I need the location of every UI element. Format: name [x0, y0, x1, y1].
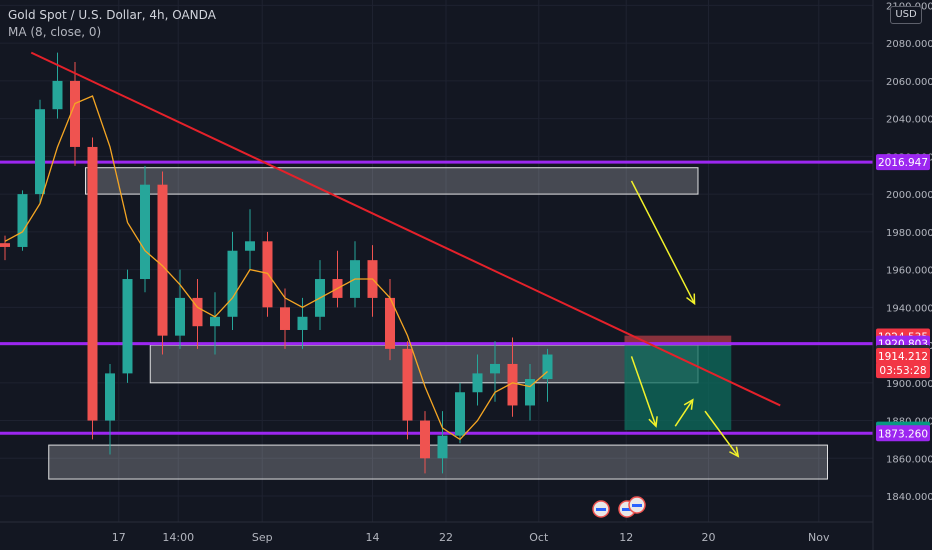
price-label: 03:53:28 [879, 365, 926, 377]
y-tick-label: 1980.000 [886, 228, 932, 239]
event-icons [592, 496, 646, 518]
candle-body [210, 316, 220, 327]
price-label: 1914.212 [878, 351, 928, 363]
candles [0, 52, 553, 474]
candle-body [192, 297, 203, 327]
flag-stripe [596, 508, 606, 511]
candle-body [420, 420, 430, 459]
price-label: 2016.947 [878, 157, 928, 169]
y-axis: 1840.0001860.0001880.0001900.0001920.000… [872, 0, 932, 550]
horizontal-levels [0, 160, 873, 435]
stop-zone [624, 335, 732, 346]
arrow-head [729, 446, 740, 458]
y-tick-label: 1840.000 [886, 492, 932, 503]
ma-line [4, 95, 548, 441]
currency-badge[interactable]: USD [890, 6, 922, 24]
candle-body [0, 243, 10, 247]
candle-body [507, 363, 518, 406]
candle-body [437, 435, 448, 459]
x-tick-label: Oct [529, 531, 549, 544]
y-tick-label: 2000.000 [886, 190, 932, 201]
trendline [30, 51, 781, 407]
price-label-box [876, 362, 930, 379]
chart-title: Gold Spot / U.S. Dollar, 4h, OANDA [8, 8, 216, 22]
price-zone [85, 167, 699, 195]
price-zone [149, 344, 699, 384]
arrow-line [674, 399, 694, 427]
arrows [630, 180, 740, 458]
x-tick-label: 14 [366, 531, 380, 544]
x-tick-label: 17 [112, 531, 126, 544]
y-tick-label: 1900.000 [886, 379, 932, 390]
price-zones [48, 167, 828, 480]
candle-body [490, 363, 500, 374]
candle-body [385, 297, 395, 349]
candle-body [87, 146, 98, 421]
arrow-line [704, 410, 739, 457]
price-label-box [876, 425, 930, 442]
price-label-box [876, 348, 930, 365]
x-tick-label: 14:00 [162, 531, 194, 544]
y-tick-label: 1960.000 [886, 266, 932, 277]
trendline [30, 51, 781, 407]
candle-body [105, 373, 115, 421]
candle-body [542, 354, 553, 380]
candle-body [525, 379, 535, 406]
candle-body [70, 80, 80, 147]
price-label: 1873.260 [878, 428, 928, 440]
x-tick-label: Sep [252, 531, 273, 544]
x-tick-label: 12 [619, 531, 633, 544]
y-tick-label: 2040.000 [886, 115, 932, 126]
arrow-line [630, 180, 696, 304]
x-tick-label: 20 [702, 531, 716, 544]
y-tick-label: 1940.000 [886, 303, 932, 314]
price-label-box [876, 154, 930, 171]
arrow-line [630, 356, 657, 427]
candle-body [472, 373, 483, 393]
candle-body [455, 392, 465, 436]
flag-stripe [632, 504, 642, 507]
x-tick-label: 22 [439, 531, 453, 544]
moving-average [4, 95, 548, 441]
candle-body [157, 184, 168, 336]
arrow-head [686, 293, 696, 306]
candle-body [227, 250, 238, 317]
candle-body [280, 307, 290, 330]
y-tick-label: 2080.000 [886, 39, 932, 50]
indicator-label: MA (8, close, 0) [8, 25, 102, 39]
price-labels: 2016.9471924.5351920.8031915.8301914.212… [876, 154, 930, 442]
arrow-head [683, 398, 694, 410]
candle-body [245, 241, 255, 251]
x-tick-label: Nov [808, 531, 830, 544]
arrow-head [648, 416, 658, 428]
y-tick-label: 1860.000 [886, 454, 932, 465]
candle-body [122, 279, 133, 374]
grid [0, 0, 873, 522]
x-axis: 17 14:00 Sep 14 22 Oct 12 20 Nov [0, 521, 873, 544]
candle-body [297, 316, 308, 330]
candle-body [175, 297, 185, 336]
candle-body [17, 194, 28, 247]
candle-body [140, 184, 150, 280]
y-axis-background [873, 0, 932, 550]
y-tick-label: 2060.000 [886, 77, 932, 88]
candle-body [35, 109, 45, 195]
candle-body [52, 80, 63, 110]
flag-stripe [622, 508, 632, 511]
candle-body [402, 348, 413, 421]
